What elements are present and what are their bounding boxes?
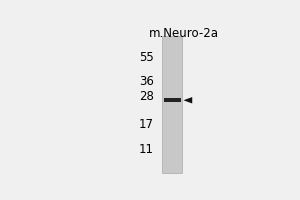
Text: 17: 17: [139, 118, 154, 131]
Polygon shape: [183, 97, 192, 103]
Text: m.Neuro-2a: m.Neuro-2a: [149, 27, 219, 40]
Bar: [164, 98, 181, 102]
Text: 11: 11: [139, 143, 154, 156]
Bar: [163, 36, 182, 173]
Text: 36: 36: [139, 75, 154, 88]
Text: 28: 28: [139, 90, 154, 103]
Text: 55: 55: [139, 51, 154, 64]
